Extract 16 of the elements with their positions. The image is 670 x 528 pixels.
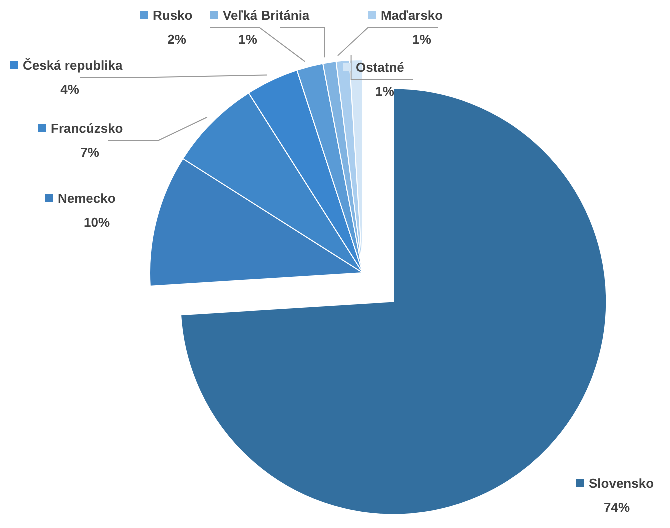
legend-label: Česká republika <box>23 58 124 73</box>
data-label: 74% <box>604 500 630 515</box>
legend-label: Ostatné <box>356 60 404 75</box>
legend-label: Slovensko <box>589 476 654 491</box>
data-label: 1% <box>238 32 258 47</box>
legend-label: Rusko <box>153 8 193 23</box>
data-label: 1% <box>412 32 432 47</box>
data-label: 2% <box>168 32 187 47</box>
legend-label: Francúzsko <box>51 121 124 136</box>
legend-label: Nemecko <box>58 191 116 206</box>
data-label: 7% <box>80 145 100 160</box>
data-label: 4% <box>60 82 80 97</box>
legend-label: Maďarsko <box>381 8 444 23</box>
data-label: 10% <box>84 215 110 230</box>
legend-label: Veľká Británia <box>223 8 310 23</box>
data-label: 1% <box>376 84 395 99</box>
